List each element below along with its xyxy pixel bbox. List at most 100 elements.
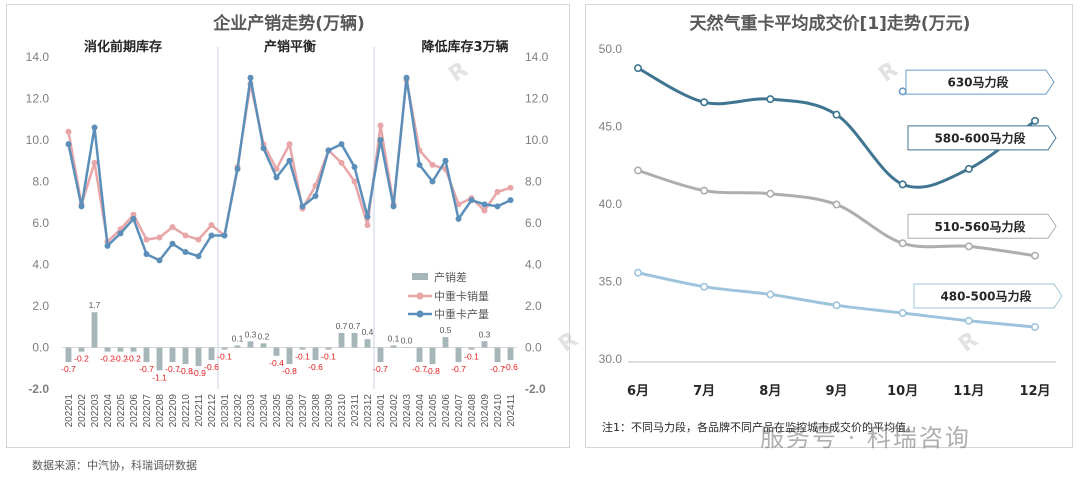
gas-truck-price-chart: 天然气重卡平均成交价[1]走势(万元) 50.0 45.0 40.0 35.0 30.0… [599,13,1063,434]
period-label-2: 产销平衡 [264,39,316,55]
sales-point [130,211,137,218]
diff-bar [351,332,358,348]
diff-bar [416,347,423,363]
series-510-560-point [700,186,709,195]
diff-bar [91,312,98,348]
diff-bar-label: -0.7 [165,364,180,374]
left-chart-legend: 产销差 中重卡销量 中重卡产量 [408,270,489,321]
x-tick-label: 202210 [181,394,192,428]
diff-bar-label: -0.6 [204,362,219,372]
series-580-600-point [633,64,642,73]
diff-bar [208,347,215,360]
x-tick-label: 202207 [142,394,153,428]
diff-bar-label: 0.7 [336,321,348,331]
production-point [117,230,124,237]
production-sales-chart: 企业产销走势(万辆) 消化前期库存 产销平衡 降低库存3万辆 14.0 12.0 1… [26,13,549,428]
y-tick: 35.0 [599,275,623,289]
production-point [208,232,215,239]
sales-point [91,159,98,166]
diff-bar [156,347,163,371]
x-tick-label: 202406 [441,394,452,428]
x-tick-label: 202201 [64,394,75,428]
y-tick-left: 4.0 [32,258,49,272]
series-510-560-point [766,189,775,198]
series-510-560-point [898,239,907,248]
series-480-500-tag-box [913,283,1063,309]
series-580-600-point [1030,116,1039,125]
sales-point [455,201,462,208]
diff-bar-label: 0.0 [401,336,413,346]
production-point [195,253,202,260]
sales-point [65,128,72,135]
x-tick-label: 202409 [480,394,491,428]
y-tick: 30.0 [599,352,623,366]
diff-bar [481,341,488,348]
production-point [156,257,163,264]
series-630-tag-label: 630马力段 [947,75,1009,90]
series-480-500-point [832,301,841,310]
production-point [273,174,280,181]
series-630-tag-box [905,69,1055,95]
x-tick-label: 202205 [116,394,127,428]
series-510-560-point [1030,251,1039,260]
production-point [91,124,98,131]
y-tick-right: 14.0 [525,50,549,64]
x-tick-label: 202302 [233,394,244,428]
diff-bar-label: -0.1 [464,352,479,362]
x-tick-label: 10月 [887,384,918,399]
sales-point [208,222,215,229]
production-sales-chart-panel: 企业产销走势(万辆) 消化前期库存 产销平衡 降低库存3万辆 14.0 12.0 1… [6,4,570,448]
y-tick-right: 6.0 [525,216,542,230]
diff-bar-label: -0.2 [113,354,128,364]
diff-bar [429,347,436,365]
diff-bar-label: 0.2 [258,331,270,341]
diff-bar-label: -1.1 [152,372,167,382]
y-tick-left: -2.0 [28,382,49,396]
production-point [221,232,228,239]
series-480-500-point [898,309,907,318]
x-tick-label: 202307 [298,394,309,428]
series-510-560-point [633,166,642,175]
x-tick-label: 202204 [103,394,114,428]
y-tick-left: 12.0 [26,92,50,106]
right-chart-title: 天然气重卡平均成交价[1]走势(万元) [690,13,971,34]
production-point [143,251,150,258]
diff-bar [182,347,189,365]
x-tick-label: 6月 [627,384,649,399]
series-580-600-tag-box [907,125,1057,151]
x-tick-label: 202410 [493,394,504,428]
series-510-560-tag-box [907,213,1057,239]
diff-bar [494,347,501,363]
diff-bar [65,347,72,363]
series-580-600-point [964,164,973,173]
diff-bar-label: 0.7 [349,321,361,331]
x-tick-label: 202310 [337,394,348,428]
y-tick-right: 8.0 [525,175,542,189]
y-tick-right: 10.0 [525,133,549,147]
series-580-600-point [832,110,841,119]
x-tick-label: 202411 [506,394,517,427]
production-point [169,240,176,247]
x-tick-label: 202202 [77,394,88,428]
legend-label-production: 中重卡产量 [434,307,489,321]
sales-point [182,232,189,239]
x-tick-label: 202301 [220,394,231,428]
y-tick: 50.0 [599,42,623,56]
x-tick-label: 202304 [259,394,270,428]
diff-bar-label: 0.5 [440,325,452,335]
period-label-3: 降低库存3万辆 [421,39,508,55]
series-510-560-tag-label: 510-560马力段 [934,219,1026,234]
diff-bar [442,337,449,348]
diff-bar [78,347,85,352]
x-tick-label: 11月 [953,384,984,399]
diff-bar [325,347,332,350]
production-point [247,74,254,81]
diff-bar [117,347,124,352]
diff-bar-label: 0.3 [245,329,257,339]
production-point [130,215,137,222]
sales-point [143,236,150,243]
diff-bar-label: -0.8 [425,366,440,376]
diff-bar [507,347,514,360]
y-tick: 45.0 [599,120,623,134]
production-point [390,203,397,210]
